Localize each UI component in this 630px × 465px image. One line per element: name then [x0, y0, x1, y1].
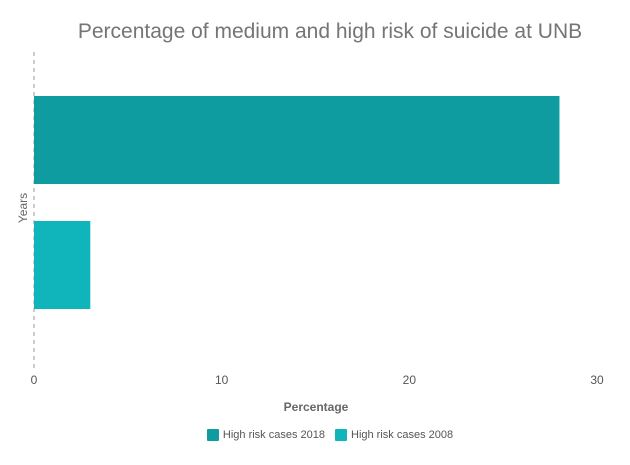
x-tick-label: 10 — [215, 373, 229, 387]
x-axis-title: Percentage — [284, 400, 349, 414]
x-tick-label: 30 — [590, 373, 604, 387]
bar-1 — [34, 96, 560, 184]
y-axis-title: Years — [16, 193, 30, 223]
legend-item-1[interactable]: High risk cases 2018 — [206, 429, 325, 441]
x-tick-label: 0 — [31, 373, 38, 387]
legend: High risk cases 2018 High risk cases 2008 — [0, 429, 630, 441]
legend-label: High risk cases 2018 — [222, 429, 325, 441]
legend-swatch — [206, 429, 219, 441]
legend-swatch — [335, 429, 347, 441]
legend-item-2[interactable]: High risk cases 2008 — [335, 429, 453, 441]
legend-label: High risk cases 2008 — [351, 429, 454, 441]
bar-2 — [34, 221, 91, 309]
x-tick-label: 20 — [403, 373, 417, 387]
chart-title: Percentage of medium and high risk of su… — [77, 20, 583, 43]
